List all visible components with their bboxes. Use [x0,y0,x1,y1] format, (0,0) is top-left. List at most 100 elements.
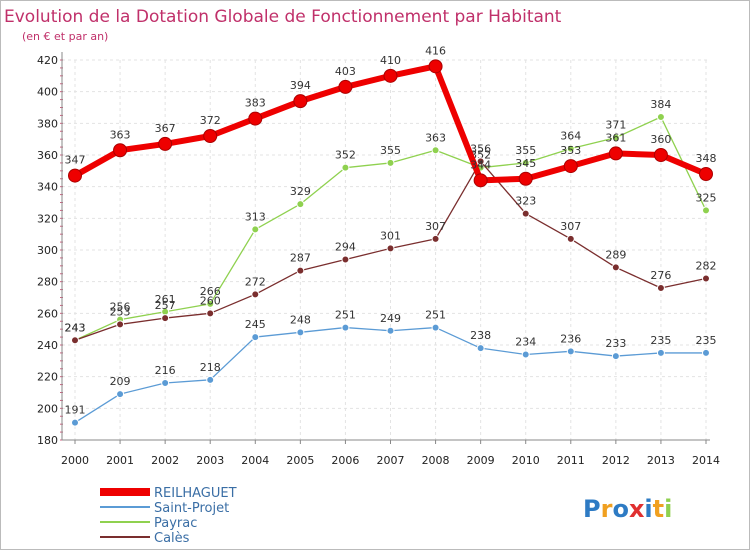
data-label: 361 [605,131,626,144]
data-label: 248 [290,313,311,326]
x-tick-label: 2001 [106,454,134,467]
data-point [521,350,530,359]
x-tick-label: 2008 [422,454,450,467]
data-label: 313 [245,210,266,223]
y-tick-label: 220 [37,371,58,384]
proxiti-logo: Proxiti [583,495,672,523]
data-point [431,323,440,332]
data-label: 253 [110,305,131,318]
data-label: 355 [515,144,536,157]
data-label: 234 [515,336,536,349]
data-label: 301 [380,229,401,242]
data-point [341,163,350,172]
logo-letter: t [653,495,664,523]
data-label: 235 [650,334,671,347]
data-label: 282 [696,260,717,273]
data-point [161,314,170,323]
data-point [248,111,263,126]
data-label: 287 [290,252,311,265]
y-tick-label: 340 [37,181,58,194]
data-label: 245 [245,318,266,331]
data-label: 218 [200,361,221,374]
x-tick-label: 2012 [602,454,630,467]
data-label: 216 [155,364,176,377]
logo-letter: r [601,495,613,523]
data-label: 352 [470,149,491,162]
data-label: 243 [65,321,86,334]
legend-label: Calès [154,531,190,546]
data-label: 329 [290,185,311,198]
data-label: 352 [335,149,356,162]
data-point [71,336,79,345]
x-tick-label: 2002 [151,454,179,467]
data-point [338,79,353,94]
data-label: 371 [605,119,626,132]
y-tick-label: 420 [37,54,58,67]
data-point [71,418,79,427]
data-label: 266 [200,285,221,298]
data-point [656,348,665,357]
data-label: 249 [380,312,401,325]
data-point [611,352,620,361]
legend-item-calès: Calès [100,531,190,546]
data-point [608,146,623,161]
x-tick-label: 2003 [196,454,224,467]
data-point [383,68,398,83]
x-tick-label: 2011 [557,454,585,467]
data-label: 364 [560,130,581,143]
data-point [699,167,713,181]
legend-label: Payrac [154,516,197,531]
y-tick-label: 240 [37,339,58,352]
data-point [68,168,82,183]
data-point [566,347,575,356]
y-tick-label: 320 [37,212,58,225]
x-tick-label: 2004 [241,454,269,467]
x-tick-label: 2010 [512,454,540,467]
y-tick-label: 400 [37,86,58,99]
data-point [296,266,305,275]
data-point [296,200,305,209]
y-tick-label: 360 [37,149,58,162]
data-label: 348 [696,152,717,165]
data-point [566,144,575,153]
data-point [428,59,443,74]
legend-item-reilhaguet: REILHAGUET [100,486,237,501]
data-point [386,244,395,253]
x-tick-label: 2000 [61,454,89,467]
y-tick-label: 200 [37,402,58,415]
data-label: 307 [560,220,581,233]
data-label: 353 [560,144,581,157]
logo-letter: P [583,495,601,523]
data-label: 294 [335,241,356,254]
data-label: 257 [155,299,176,312]
data-label: 345 [515,157,536,170]
x-tick-label: 2014 [692,454,720,467]
data-label: 384 [650,98,671,111]
legend-item-saint-projet: Saint-Projet [100,501,229,516]
data-label: 355 [380,144,401,157]
data-label: 363 [110,128,131,141]
legend-label: REILHAGUET [154,486,237,501]
data-label: 356 [470,142,491,155]
series-calès: 243 253 257 260 272 287 294 301 307 356 323 307 289 2… [65,142,717,345]
data-label: 363 [425,131,446,144]
legend-label: Saint-Projet [154,501,229,516]
data-label: 235 [696,334,717,347]
data-point [702,274,710,283]
y-tick-label: 180 [37,434,58,447]
data-point [206,375,215,384]
data-point [521,209,530,218]
data-point [386,326,395,335]
data-point [251,225,260,234]
data-point [431,234,440,243]
data-label: 233 [605,337,626,350]
x-tick-label: 2005 [286,454,314,467]
y-tick-label: 380 [37,117,58,130]
plot-area: 180 200 220 240 260 280 300 320 340 360 380 400 420 2… [37,44,720,467]
data-point [563,159,578,174]
data-point [518,171,533,186]
series-saint-projet: 191 209 216 218 245 248 251 249 251 238 234 236 233 2… [65,309,717,427]
data-label: 251 [335,309,356,322]
chart-title: Evolution de la Dotation Globale de Fonc… [4,7,562,27]
